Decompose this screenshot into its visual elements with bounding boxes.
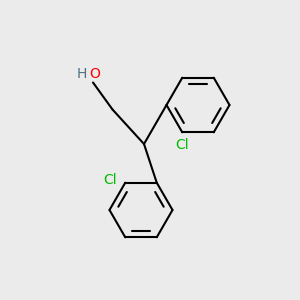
Text: O: O bbox=[89, 67, 100, 81]
Text: Cl: Cl bbox=[103, 173, 116, 187]
Text: Cl: Cl bbox=[176, 138, 189, 152]
Text: H: H bbox=[76, 67, 87, 81]
